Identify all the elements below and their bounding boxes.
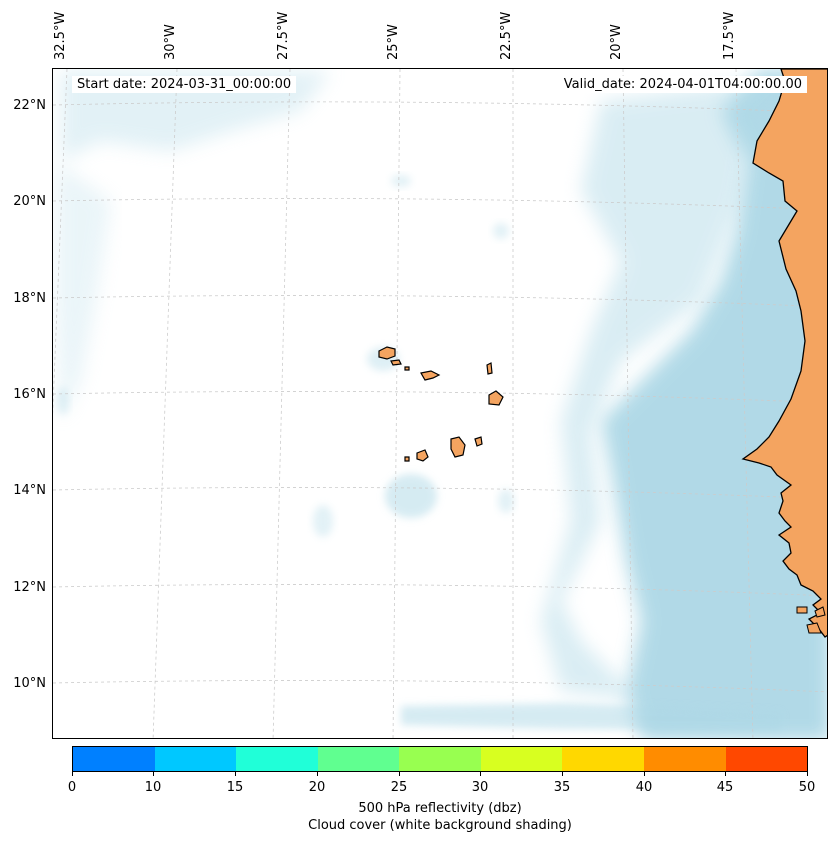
parallel-20n xyxy=(53,198,827,211)
lon-label-27-5w: 27.5°W xyxy=(276,11,291,60)
cloud-band-east-fringe xyxy=(541,81,761,701)
lat-label-22n: 22°N xyxy=(13,98,46,113)
meridian-17-5w xyxy=(735,69,754,738)
parallel-12n xyxy=(53,584,827,597)
island-sao-nicolau xyxy=(420,370,441,381)
colorbar-tick-50 xyxy=(807,772,808,776)
meridian-20w xyxy=(622,69,634,738)
lat-label-12n: 12°N xyxy=(13,580,46,595)
lat-label-18n: 18°N xyxy=(13,291,46,306)
cloud-patch-small-2 xyxy=(493,223,509,239)
lat-label-14n: 14°N xyxy=(13,483,46,498)
parallel-22n xyxy=(53,101,827,114)
meridian-25w xyxy=(392,69,401,738)
colorbar-segment-10-15 xyxy=(154,747,237,771)
cloud-patch-northwest xyxy=(61,71,331,161)
colorbar-tick-40 xyxy=(644,772,645,776)
africa-islet-2 xyxy=(806,622,822,634)
colorbar-tick-15 xyxy=(235,772,236,776)
cloud-patch-west xyxy=(56,161,111,421)
reflectivity-colorbar xyxy=(72,746,808,772)
colorbar-label-10: 10 xyxy=(144,780,162,795)
island-boa-vista xyxy=(488,390,504,406)
island-fogo xyxy=(416,449,429,462)
colorbar-tick-0 xyxy=(72,772,73,776)
colorbar-segment-40-45 xyxy=(643,747,726,771)
lon-label-32-5w: 32.5°W xyxy=(53,11,68,60)
lon-label-25w: 25°W xyxy=(386,24,401,60)
colorbar-subtitle: Cloud cover (white background shading) xyxy=(308,818,572,833)
cloud-patch-small-1 xyxy=(313,505,333,537)
valid-date-label: Valid_date: 2024-04-01T04:00:00.00 xyxy=(558,76,807,93)
map-panel[interactable] xyxy=(52,68,828,739)
africa-islet-3 xyxy=(796,606,808,614)
colorbar-label-40: 40 xyxy=(635,780,653,795)
island-sao-vicente xyxy=(390,359,402,366)
map-canvas xyxy=(53,69,827,738)
meridian-27-5w xyxy=(272,69,291,738)
cloud-patch-small-4 xyxy=(498,489,514,513)
colorbar-tick-20 xyxy=(317,772,318,776)
island-sal xyxy=(486,362,493,375)
cloud-band-south xyxy=(401,703,781,731)
cloud-cover-shading xyxy=(56,69,827,738)
lon-label-20w: 20°W xyxy=(609,24,624,60)
colorbar-label-0: 0 xyxy=(67,780,77,795)
africa-landmass xyxy=(741,69,827,638)
cloud-band-east xyxy=(601,69,827,738)
parallel-14n xyxy=(53,487,827,500)
colorbar-segment-45-50 xyxy=(725,747,808,771)
colorbar-label-45: 45 xyxy=(716,780,734,795)
colorbar-label-15: 15 xyxy=(226,780,244,795)
colorbar-tick-30 xyxy=(480,772,481,776)
colorbar-segment-20-25 xyxy=(317,747,400,771)
island-santo-antao xyxy=(378,346,396,360)
meridian-30w xyxy=(152,69,178,738)
colorbar-title: 500 hPa reflectivity (dbz) xyxy=(358,801,522,816)
colorbar-label-25: 25 xyxy=(390,780,408,795)
island-santiago xyxy=(450,436,466,458)
colorbar-segment-15-20 xyxy=(236,747,318,771)
island-brava xyxy=(404,456,410,462)
colorbar-tick-45 xyxy=(725,772,726,776)
lat-label-10n: 10°N xyxy=(13,676,46,691)
colorbar-label-50: 50 xyxy=(798,780,816,795)
colorbar-segment-0-10 xyxy=(73,747,155,771)
lon-label-30w: 30°W xyxy=(163,24,178,60)
colorbar-segment-25-30 xyxy=(399,747,481,771)
colorbar-label-20: 20 xyxy=(308,780,326,795)
cloud-patch-small-3 xyxy=(391,175,411,187)
start-date-label: Start date: 2024-03-31_00:00:00 xyxy=(72,76,297,93)
colorbar-tick-35 xyxy=(562,772,563,776)
colorbar-label-30: 30 xyxy=(471,780,489,795)
cape-verde-islands xyxy=(378,346,504,462)
lon-label-17-5w: 17.5°W xyxy=(722,11,737,60)
lat-label-16n: 16°N xyxy=(13,387,46,402)
island-maio xyxy=(474,436,483,447)
island-santa-luzia xyxy=(404,366,410,371)
colorbar-segment-35-40 xyxy=(562,747,644,771)
parallel-16n xyxy=(53,391,827,404)
colorbar-segment-30-35 xyxy=(480,747,563,771)
africa-islet-1 xyxy=(814,606,826,618)
cloud-patch-small-5 xyxy=(57,387,69,415)
cloud-patch-islands xyxy=(385,474,437,518)
colorbar-tick-25 xyxy=(399,772,400,776)
lon-label-22-5w: 22.5°W xyxy=(499,11,514,60)
colorbar-tick-10 xyxy=(153,772,154,776)
parallel-10n xyxy=(53,680,827,693)
graticule xyxy=(53,69,827,738)
lat-label-20n: 20°N xyxy=(13,194,46,209)
colorbar-label-35: 35 xyxy=(553,780,571,795)
parallel-18n xyxy=(53,295,827,308)
